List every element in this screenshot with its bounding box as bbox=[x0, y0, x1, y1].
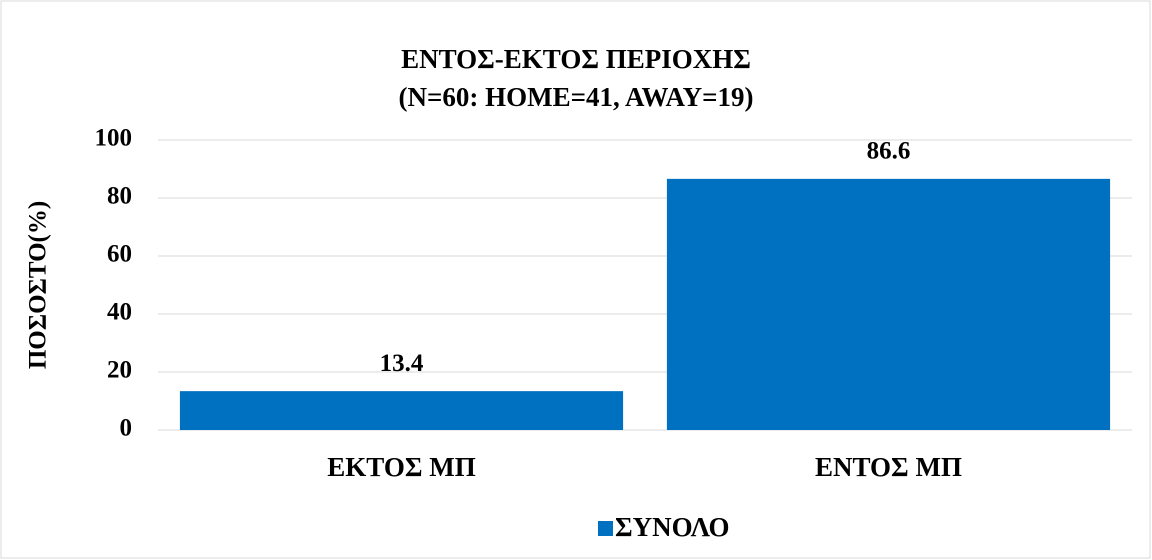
data-label: 86.6 bbox=[867, 138, 911, 165]
x-tick-label: ΕΝΤΟΣ ΜΠ bbox=[815, 452, 962, 482]
y-tick-label: 100 bbox=[95, 125, 133, 152]
y-tick-label: 40 bbox=[107, 299, 132, 326]
legend-swatch bbox=[598, 521, 613, 536]
data-label: 13.4 bbox=[380, 350, 424, 377]
x-tick-label: ΕΚΤΟΣ ΜΠ bbox=[327, 452, 475, 482]
chart-subtitle: (N=60: HOME=41, AWAY=19) bbox=[399, 82, 754, 112]
chart-title: ΕΝΤΟΣ-ΕΚΤΟΣ ΠΕΡΙΟΧΗΣ bbox=[401, 44, 751, 74]
bar bbox=[666, 178, 1111, 430]
y-tick-label: 0 bbox=[120, 415, 133, 442]
legend-label: ΣΥΝΟΛΟ bbox=[615, 512, 729, 542]
y-tick-label: 20 bbox=[107, 357, 132, 384]
y-axis-label: ΠΟΣΟΣΤΟ(%) bbox=[25, 201, 52, 369]
bar bbox=[179, 391, 624, 430]
y-tick-label: 80 bbox=[107, 183, 132, 210]
y-tick-label: 60 bbox=[107, 241, 132, 268]
